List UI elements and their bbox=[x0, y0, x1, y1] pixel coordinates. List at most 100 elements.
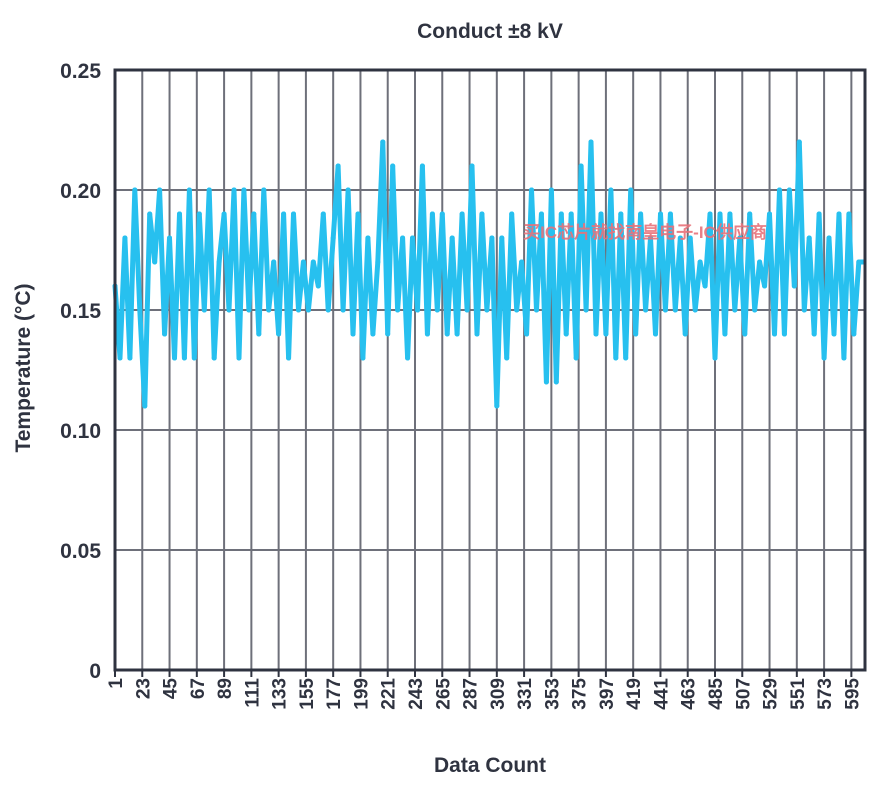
data-point bbox=[241, 187, 247, 193]
data-point bbox=[494, 403, 500, 409]
data-point bbox=[806, 235, 812, 241]
y-tick-label: 0.05 bbox=[60, 540, 101, 563]
series-line bbox=[112, 139, 867, 409]
data-point bbox=[697, 259, 703, 265]
data-point bbox=[677, 235, 683, 241]
data-point bbox=[524, 331, 530, 337]
x-tick-label: 595 bbox=[842, 678, 863, 710]
data-point bbox=[727, 211, 733, 217]
data-point bbox=[519, 259, 525, 265]
watermark-text: 买IC芯片就找南皇电子-IC供应商 bbox=[523, 222, 767, 242]
data-point bbox=[137, 307, 143, 313]
data-point bbox=[325, 307, 331, 313]
data-point bbox=[499, 235, 505, 241]
data-point bbox=[717, 211, 723, 217]
x-tick-label: 353 bbox=[542, 678, 563, 710]
data-point bbox=[618, 211, 624, 217]
data-point bbox=[315, 283, 321, 289]
data-point bbox=[583, 307, 589, 313]
data-point bbox=[335, 163, 341, 169]
data-point bbox=[305, 307, 311, 313]
data-point bbox=[181, 355, 187, 361]
data-point bbox=[846, 211, 852, 217]
data-point bbox=[563, 331, 569, 337]
y-tick-label: 0.25 bbox=[60, 60, 101, 83]
data-point bbox=[702, 283, 708, 289]
data-point bbox=[449, 235, 455, 241]
data-point bbox=[474, 331, 480, 337]
data-point bbox=[191, 355, 197, 361]
data-point bbox=[687, 235, 693, 241]
data-point bbox=[662, 307, 668, 313]
data-point bbox=[543, 379, 549, 385]
data-point bbox=[781, 331, 787, 337]
data-point bbox=[548, 187, 554, 193]
data-point bbox=[811, 331, 817, 337]
data-point bbox=[142, 403, 148, 409]
y-tick-label: 0.15 bbox=[60, 300, 101, 323]
data-point bbox=[484, 307, 490, 313]
x-tick-label: 265 bbox=[433, 678, 454, 710]
data-point bbox=[529, 187, 535, 193]
x-tick-label: 485 bbox=[706, 678, 727, 710]
data-point bbox=[206, 187, 212, 193]
data-point bbox=[776, 187, 782, 193]
data-point bbox=[385, 331, 391, 337]
data-point bbox=[380, 139, 386, 145]
x-tick-label: 463 bbox=[679, 678, 700, 710]
data-point bbox=[603, 331, 609, 337]
x-tick-label: 573 bbox=[815, 678, 836, 710]
x-tick-label: 441 bbox=[651, 678, 672, 710]
data-point bbox=[533, 307, 539, 313]
data-point bbox=[271, 259, 277, 265]
data-point bbox=[816, 211, 822, 217]
data-point bbox=[712, 355, 718, 361]
data-point bbox=[831, 331, 837, 337]
data-point bbox=[504, 355, 510, 361]
data-point bbox=[132, 187, 138, 193]
data-point bbox=[667, 211, 673, 217]
data-point bbox=[127, 355, 133, 361]
data-point bbox=[390, 163, 396, 169]
data-point bbox=[350, 331, 356, 337]
x-tick-label: 287 bbox=[461, 678, 482, 710]
data-point bbox=[826, 235, 832, 241]
data-point bbox=[251, 211, 257, 217]
x-axis-label: Data Count bbox=[434, 754, 546, 777]
data-point bbox=[444, 331, 450, 337]
data-point bbox=[300, 259, 306, 265]
data-point bbox=[643, 307, 649, 313]
data-point bbox=[752, 307, 758, 313]
data-point bbox=[424, 331, 430, 337]
y-tick-label: 0 bbox=[89, 660, 101, 683]
data-point bbox=[722, 331, 728, 337]
data-point bbox=[365, 235, 371, 241]
data-point bbox=[434, 307, 440, 313]
data-point bbox=[320, 211, 326, 217]
data-point bbox=[256, 331, 262, 337]
data-point bbox=[796, 139, 802, 145]
data-point bbox=[221, 211, 227, 217]
data-point bbox=[226, 307, 232, 313]
y-axis-ticks: 0 0.05 0.10 0.15 0.20 0.25 bbox=[60, 60, 101, 683]
x-tick-label: 375 bbox=[570, 678, 591, 710]
data-point bbox=[856, 259, 862, 265]
data-point bbox=[261, 187, 267, 193]
data-point bbox=[340, 307, 346, 313]
x-tick-label: 419 bbox=[624, 678, 645, 710]
data-point bbox=[682, 331, 688, 337]
data-point bbox=[588, 139, 594, 145]
data-point bbox=[459, 211, 465, 217]
data-point bbox=[236, 355, 242, 361]
y-tick-label: 0.10 bbox=[60, 420, 101, 443]
data-point bbox=[231, 187, 237, 193]
data-point bbox=[509, 211, 515, 217]
data-point bbox=[762, 283, 768, 289]
data-point bbox=[707, 211, 713, 217]
data-point bbox=[757, 259, 763, 265]
data-point bbox=[310, 259, 316, 265]
data-point bbox=[395, 307, 401, 313]
data-point bbox=[538, 211, 544, 217]
data-point bbox=[598, 211, 604, 217]
